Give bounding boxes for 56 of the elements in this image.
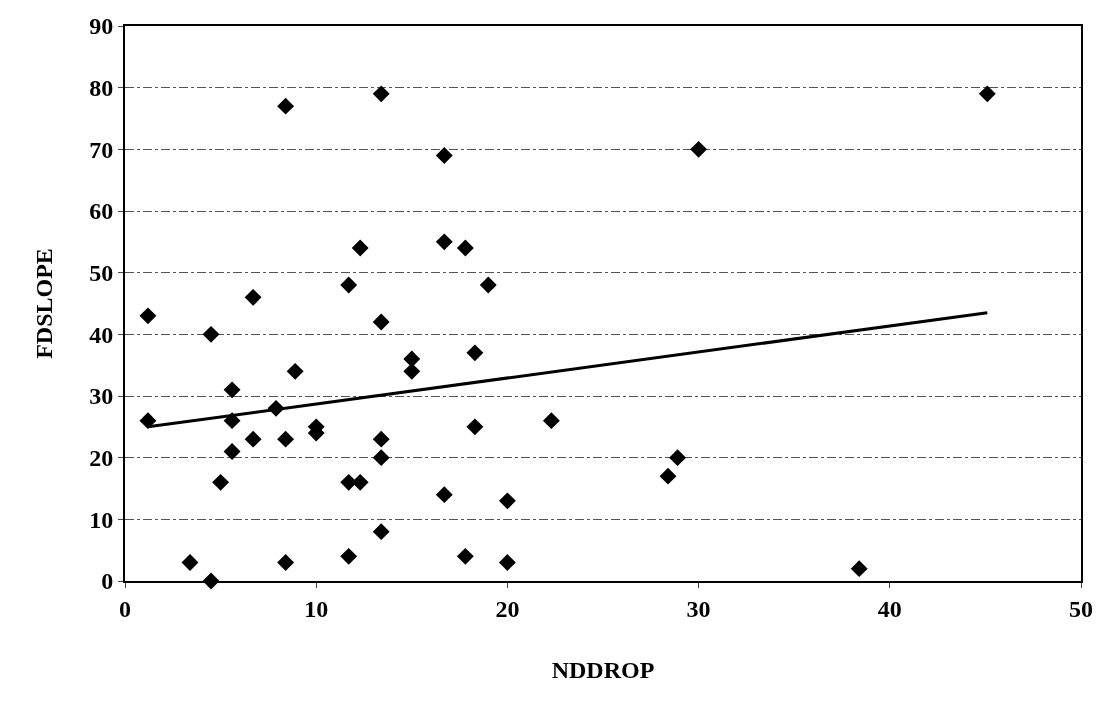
point [669,449,687,467]
point [139,307,157,325]
point [372,449,390,467]
point [244,430,262,448]
point [286,362,304,380]
point [139,412,157,430]
x-tick-label: 30 [686,595,711,622]
point [498,492,516,510]
y-tick-label: 70 [89,136,114,163]
point [372,430,390,448]
y-tick-label: 90 [89,13,114,40]
point [212,473,230,491]
point [498,554,516,571]
x-tick-label: 10 [304,595,329,622]
x-tick-label: 40 [877,595,902,622]
y-tick-label: 10 [89,506,114,533]
point [542,412,560,430]
point [850,560,868,578]
x-axis-title: NDDROP [551,656,655,683]
point [223,443,241,460]
point [372,523,390,541]
y-tick-label: 20 [89,445,114,472]
point [277,554,295,571]
point [435,486,453,504]
point [277,430,295,448]
point [202,325,220,343]
point [181,554,199,571]
point [223,381,241,399]
point [466,418,484,436]
point [277,97,295,115]
point [435,147,453,164]
y-tick-label: 50 [89,260,114,287]
point [351,239,369,257]
point [479,276,497,294]
y-tick-label: 40 [89,321,114,348]
y-tick-label: 0 [101,568,114,595]
point [978,85,996,103]
point [372,313,390,331]
point [340,547,358,565]
x-tick-label: 20 [495,595,520,622]
y-tick-label: 30 [89,383,114,410]
point [466,344,484,362]
y-axis-title: FDSLOPE [30,248,57,359]
point [372,85,390,103]
y-tick-label: 80 [89,75,114,102]
x-tick-label: 0 [119,595,131,622]
point [435,233,453,251]
point [403,350,421,368]
point [340,276,358,294]
point [690,140,708,158]
point [456,239,474,257]
x-tick-label: 50 [1069,595,1093,622]
point [244,288,262,306]
point [456,547,474,565]
y-tick-label: 60 [89,198,114,225]
point [659,467,677,485]
